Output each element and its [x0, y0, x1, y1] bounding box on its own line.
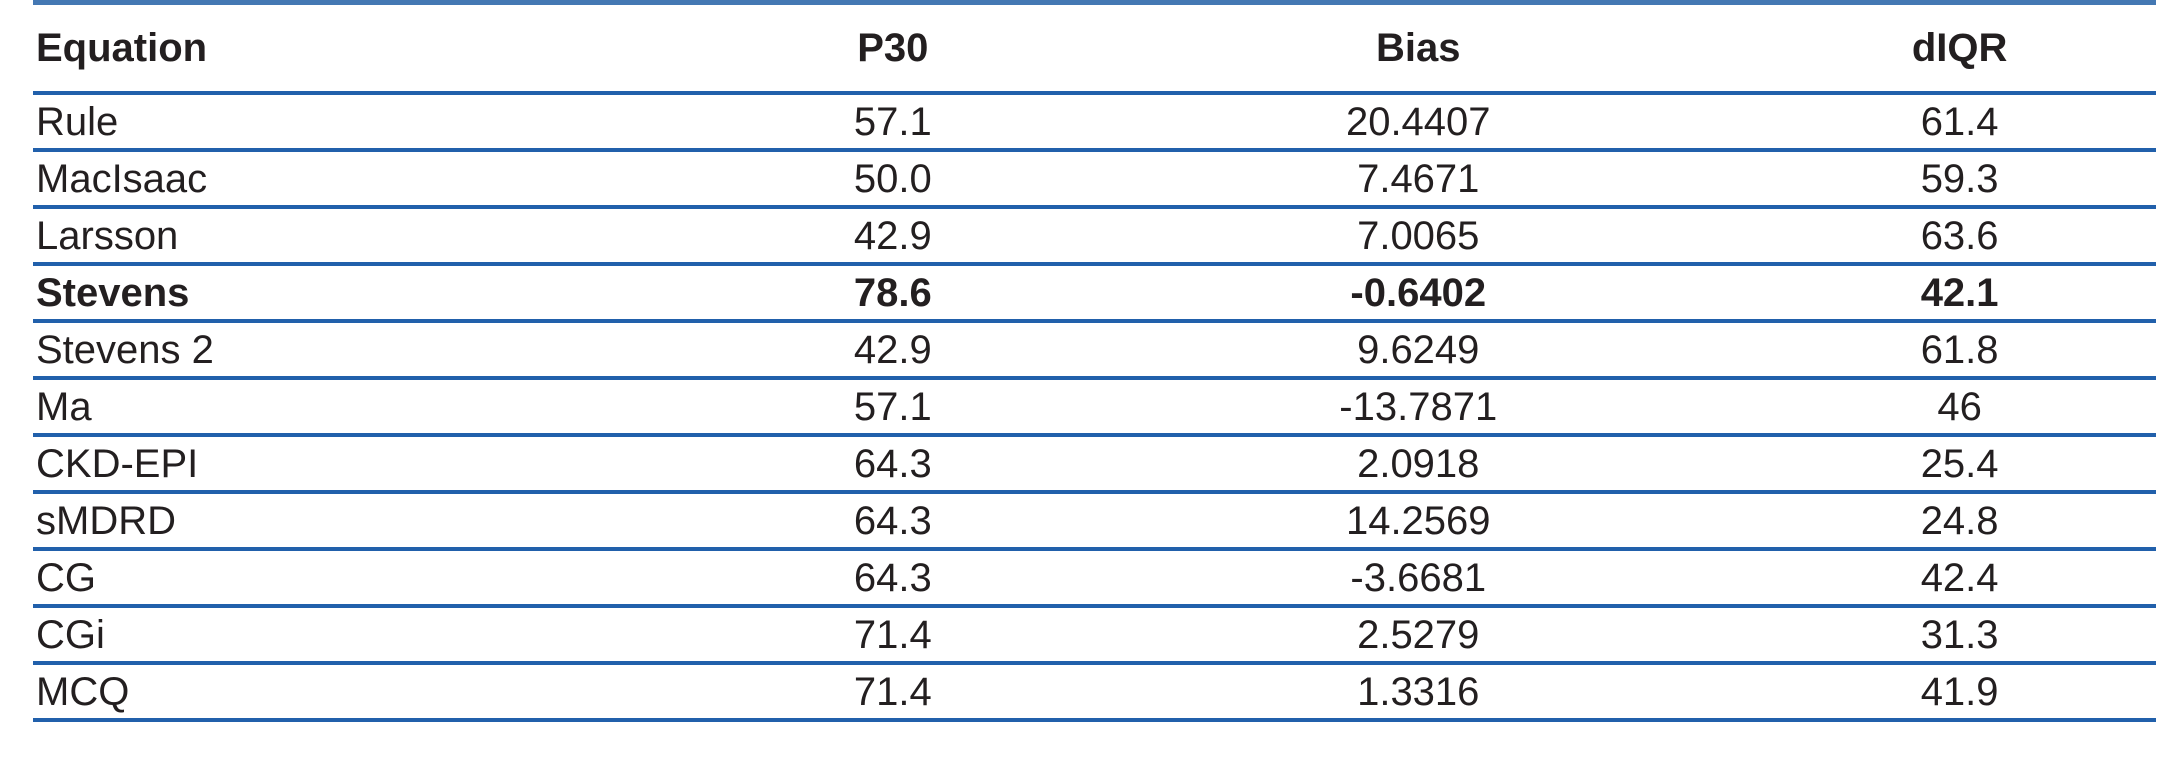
cell-diqr: 31.3 [1763, 606, 2156, 665]
cell-p30: 64.3 [712, 492, 1074, 551]
cell-p30: 42.9 [712, 207, 1074, 266]
cell-bias: 20.4407 [1073, 93, 1764, 152]
cell-equation: Stevens [33, 264, 713, 323]
cell-bias: -0.6402 [1073, 264, 1764, 323]
cell-p30: 57.1 [712, 378, 1074, 437]
cell-diqr: 46 [1763, 378, 2156, 437]
cell-bias: 2.5279 [1073, 606, 1764, 665]
table-body: Rule 57.1 20.4407 61.4 MacIsaac 50.0 7.4671 59.… [33, 93, 2156, 722]
cell-equation: sMDRD [33, 492, 713, 551]
table-row: MCQ 71.4 1.3316 41.9 [33, 663, 2156, 722]
cell-diqr: 42.4 [1763, 549, 2156, 608]
cell-diqr: 24.8 [1763, 492, 2156, 551]
table-row: Stevens 78.6 -0.6402 42.1 [33, 264, 2156, 323]
cell-p30: 57.1 [712, 93, 1074, 152]
header-row: Equation P30 Bias dIQR [33, 5, 2156, 95]
cell-p30: 71.4 [712, 606, 1074, 665]
cell-p30: 71.4 [712, 663, 1074, 722]
cell-p30: 78.6 [712, 264, 1074, 323]
cell-diqr: 41.9 [1763, 663, 2156, 722]
table-top-rule [33, 0, 2156, 5]
column-header-bias: Bias [1073, 5, 1764, 95]
table-header: Equation P30 Bias dIQR [33, 5, 2156, 95]
cell-equation: Stevens 2 [33, 321, 713, 380]
cell-equation: Rule [33, 93, 713, 152]
cell-p30: 42.9 [712, 321, 1074, 380]
cell-equation: CG [33, 549, 713, 608]
cell-equation: Ma [33, 378, 713, 437]
cell-p30: 64.3 [712, 549, 1074, 608]
cell-equation: CKD-EPI [33, 435, 713, 494]
cell-equation: Larsson [33, 207, 713, 266]
cell-p30: 64.3 [712, 435, 1074, 494]
table-row: Ma 57.1 -13.7871 46 [33, 378, 2156, 437]
table-row: sMDRD 64.3 14.2569 24.8 [33, 492, 2156, 551]
cell-diqr: 59.3 [1763, 150, 2156, 209]
cell-equation: MacIsaac [33, 150, 713, 209]
cell-equation: CGi [33, 606, 713, 665]
cell-bias: 7.4671 [1073, 150, 1764, 209]
cell-equation: MCQ [33, 663, 713, 722]
table-row: CGi 71.4 2.5279 31.3 [33, 606, 2156, 665]
cell-bias: 14.2569 [1073, 492, 1764, 551]
results-table: Equation P30 Bias dIQR Rule 57.1 20.4407 61… [33, 5, 2156, 722]
cell-diqr: 42.1 [1763, 264, 2156, 323]
table-row: CG 64.3 -3.6681 42.4 [33, 549, 2156, 608]
cell-p30: 50.0 [712, 150, 1074, 209]
cell-diqr: 63.6 [1763, 207, 2156, 266]
cell-bias: 2.0918 [1073, 435, 1764, 494]
cell-bias: 1.3316 [1073, 663, 1764, 722]
cell-bias: 9.6249 [1073, 321, 1764, 380]
cell-diqr: 25.4 [1763, 435, 2156, 494]
column-header-equation: Equation [33, 5, 713, 95]
table-row: CKD-EPI 64.3 2.0918 25.4 [33, 435, 2156, 494]
cell-diqr: 61.8 [1763, 321, 2156, 380]
table-row: Stevens 2 42.9 9.6249 61.8 [33, 321, 2156, 380]
cell-bias: -13.7871 [1073, 378, 1764, 437]
column-header-diqr: dIQR [1763, 5, 2156, 95]
cell-bias: 7.0065 [1073, 207, 1764, 266]
column-header-p30: P30 [712, 5, 1074, 95]
cell-diqr: 61.4 [1763, 93, 2156, 152]
table-row: MacIsaac 50.0 7.4671 59.3 [33, 150, 2156, 209]
cell-bias: -3.6681 [1073, 549, 1764, 608]
table-row: Rule 57.1 20.4407 61.4 [33, 93, 2156, 152]
table-row: Larsson 42.9 7.0065 63.6 [33, 207, 2156, 266]
